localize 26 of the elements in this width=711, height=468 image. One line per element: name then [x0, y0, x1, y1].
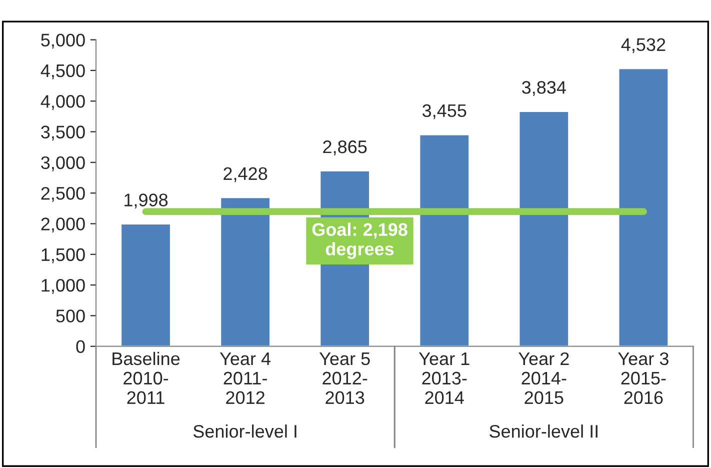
data-label: 3,834: [522, 81, 566, 96]
x-tick-label: Year 2 2014- 2015: [518, 352, 569, 404]
x-tick-label: Year 4 2011- 2012: [220, 352, 271, 404]
y-tick-label: 2,500: [41, 186, 85, 202]
data-label: 2,428: [224, 167, 268, 182]
x-tick-label: Baseline 2010- 2011: [112, 352, 180, 404]
y-tick-label: 3,500: [41, 126, 85, 141]
y-tick-label: 4,000: [40, 95, 85, 110]
y-tick-label: 4,500: [40, 64, 85, 80]
x-tick-label: Year 1 2013- 2014: [419, 352, 470, 404]
ref-line-label: Goal: 2,198 degrees: [312, 222, 408, 260]
text: Senior-level I: [193, 424, 296, 438]
data-label: 1,998: [124, 194, 168, 208]
text: Senior-level II: [490, 424, 598, 438]
y-tick-label: 2,000: [41, 218, 85, 233]
y-tick-label: 1,500: [42, 248, 85, 264]
data-label: 3,455: [422, 104, 466, 120]
data-label: 4,532: [621, 38, 666, 54]
x-tick-label: Year 5 2012- 2013: [319, 352, 370, 404]
y-tick-label: 5,000: [41, 34, 85, 49]
y-tick-label: 500: [56, 310, 85, 322]
y-tick-label: 3,000: [41, 156, 85, 172]
x-tick-label: Year 3 2015- 2016: [618, 352, 668, 404]
y-tick-label: 1,000: [42, 278, 85, 294]
y-tick-label: 0: [76, 340, 85, 354]
data-label: 2,865: [323, 140, 367, 156]
